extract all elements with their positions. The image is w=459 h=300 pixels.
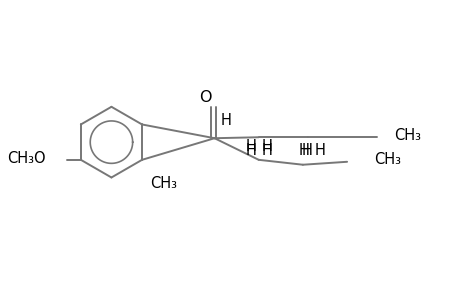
Text: CH₃: CH₃ xyxy=(150,176,177,190)
Text: H: H xyxy=(261,139,271,154)
Text: O: O xyxy=(199,91,212,106)
Text: H: H xyxy=(298,143,308,158)
Text: H: H xyxy=(313,143,325,158)
Text: CH₃O: CH₃O xyxy=(7,151,45,166)
Text: CH₃: CH₃ xyxy=(374,152,401,167)
Text: H: H xyxy=(261,143,271,158)
Text: H: H xyxy=(245,139,256,154)
Text: H: H xyxy=(301,143,312,158)
Text: CH₃: CH₃ xyxy=(393,128,420,143)
Text: H: H xyxy=(220,113,231,128)
Text: H: H xyxy=(245,143,256,158)
